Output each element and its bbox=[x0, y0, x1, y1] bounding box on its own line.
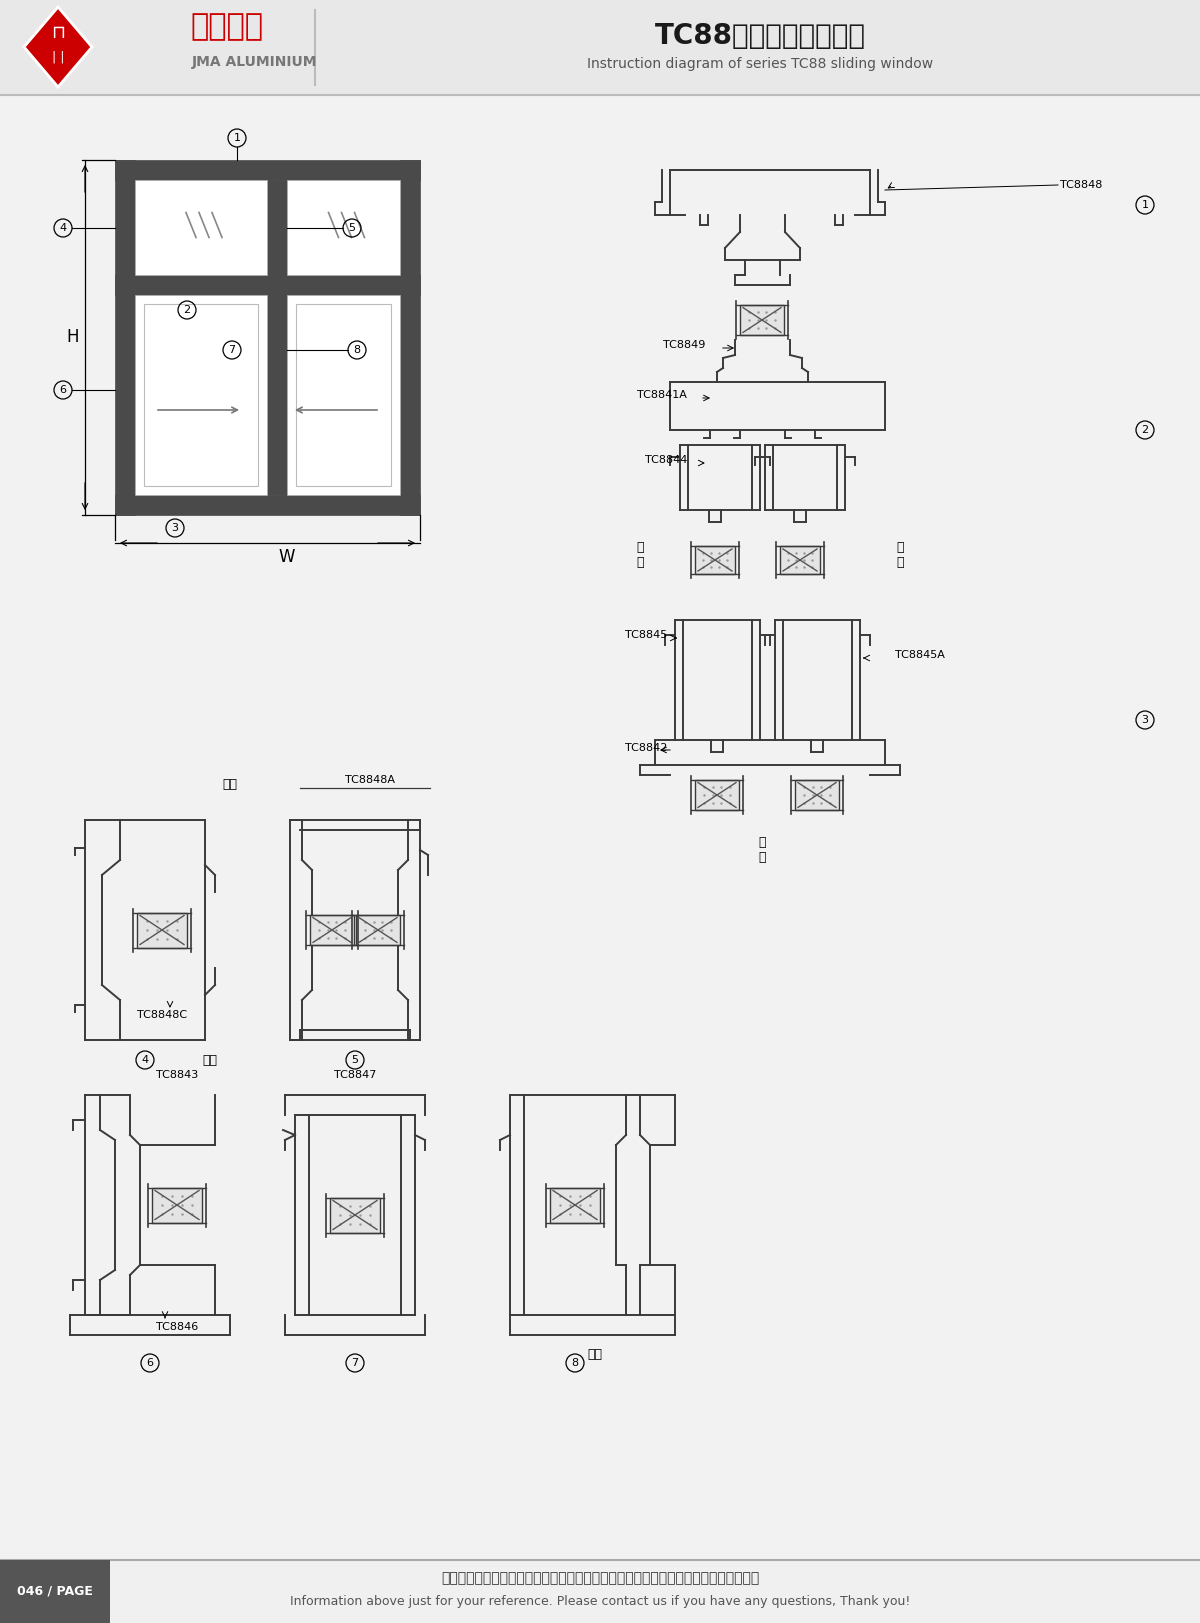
Bar bbox=[152, 1188, 202, 1222]
Bar bbox=[780, 545, 820, 575]
Text: 4: 4 bbox=[142, 1055, 149, 1065]
Bar bbox=[550, 1188, 600, 1222]
Text: 5: 5 bbox=[348, 222, 355, 234]
Text: 6: 6 bbox=[60, 385, 66, 394]
Polygon shape bbox=[24, 6, 92, 88]
Text: 7: 7 bbox=[352, 1358, 359, 1368]
Bar bbox=[115, 161, 420, 180]
Text: 室
内: 室 内 bbox=[636, 540, 643, 570]
Bar bbox=[287, 180, 400, 274]
Bar bbox=[296, 304, 391, 485]
Text: TC8848: TC8848 bbox=[1060, 180, 1103, 190]
Text: ⊓: ⊓ bbox=[50, 24, 65, 42]
Text: 8: 8 bbox=[354, 346, 360, 355]
Text: TC8848C: TC8848C bbox=[137, 1010, 187, 1019]
Text: 室
内: 室 内 bbox=[758, 836, 766, 863]
Text: 室内: 室内 bbox=[222, 779, 238, 792]
Bar bbox=[0, 1560, 1200, 1623]
Text: 3: 3 bbox=[172, 523, 179, 532]
Text: 图中所示型材截面、装配、编号、尺寸及重量仅供参考。如有疑问，请向本公司查询。: 图中所示型材截面、装配、编号、尺寸及重量仅供参考。如有疑问，请向本公司查询。 bbox=[440, 1571, 760, 1586]
Text: 5: 5 bbox=[352, 1055, 359, 1065]
Bar bbox=[310, 915, 354, 946]
Text: 046 / PAGE: 046 / PAGE bbox=[17, 1584, 92, 1597]
Bar bbox=[266, 180, 287, 495]
Bar bbox=[356, 915, 400, 946]
Bar bbox=[0, 0, 1200, 96]
Text: TC8842: TC8842 bbox=[625, 743, 667, 753]
Text: | |: | | bbox=[52, 50, 65, 63]
Bar bbox=[115, 274, 420, 295]
Text: 室外: 室外 bbox=[203, 1053, 217, 1066]
Text: TC8846: TC8846 bbox=[156, 1323, 198, 1332]
Text: JMA ALUMINIUM: JMA ALUMINIUM bbox=[192, 55, 318, 70]
Text: 1: 1 bbox=[234, 133, 240, 143]
Bar bbox=[400, 161, 420, 514]
Text: 坚美铝业: 坚美铝业 bbox=[190, 13, 263, 42]
Text: TC8847: TC8847 bbox=[334, 1070, 376, 1079]
Text: 1: 1 bbox=[1141, 200, 1148, 209]
Text: 室
外: 室 外 bbox=[896, 540, 904, 570]
Text: TC8845: TC8845 bbox=[625, 630, 667, 639]
Bar bbox=[115, 495, 420, 514]
Text: Instruction diagram of series TC88 sliding window: Instruction diagram of series TC88 slidi… bbox=[587, 57, 934, 71]
Text: 2: 2 bbox=[184, 305, 191, 315]
Bar bbox=[330, 1198, 380, 1232]
Text: 3: 3 bbox=[1141, 716, 1148, 725]
Bar bbox=[740, 305, 784, 336]
Text: 6: 6 bbox=[146, 1358, 154, 1368]
Text: Information above just for your reference. Please contact us if you have any que: Information above just for your referenc… bbox=[290, 1595, 910, 1608]
Bar bbox=[695, 779, 739, 810]
Text: W: W bbox=[278, 549, 295, 566]
Text: TC8844: TC8844 bbox=[644, 454, 686, 466]
Text: 室外: 室外 bbox=[588, 1349, 602, 1362]
Bar bbox=[0, 1560, 110, 1623]
Text: TC8848A: TC8848A bbox=[346, 776, 395, 786]
Bar bbox=[115, 161, 134, 514]
Bar bbox=[137, 912, 187, 948]
Text: H: H bbox=[67, 328, 79, 346]
Bar bbox=[115, 161, 420, 514]
Text: 2: 2 bbox=[1141, 425, 1148, 435]
Bar bbox=[287, 295, 400, 495]
Text: 7: 7 bbox=[228, 346, 235, 355]
Bar bbox=[144, 304, 258, 485]
Bar bbox=[695, 545, 734, 575]
Text: 4: 4 bbox=[60, 222, 66, 234]
Text: TC8843: TC8843 bbox=[156, 1070, 198, 1079]
Bar bbox=[796, 779, 839, 810]
Text: TC8849: TC8849 bbox=[662, 339, 706, 351]
Text: TC8845A: TC8845A bbox=[895, 649, 944, 661]
Bar bbox=[134, 295, 266, 495]
Text: TC88系列推拉窗结构图: TC88系列推拉窗结构图 bbox=[654, 23, 865, 50]
Text: 8: 8 bbox=[571, 1358, 578, 1368]
Text: TC8841A: TC8841A bbox=[637, 390, 686, 399]
Bar bbox=[134, 180, 266, 274]
